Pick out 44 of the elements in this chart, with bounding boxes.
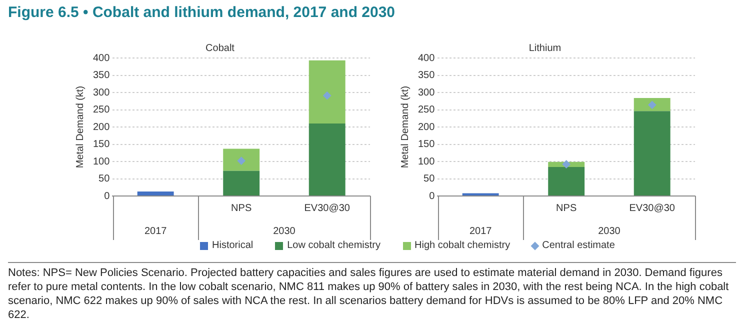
legend-label: Low cobalt chemistry — [287, 240, 380, 251]
bar — [137, 192, 174, 196]
legend-label: Central estimate — [542, 240, 615, 251]
legend-label: High cobalt chemistry — [414, 240, 510, 251]
text: Figure 6.5 • Cobalt and lithium demand, 2017 and 2030 — [8, 4, 396, 21]
y-tick-label: 350 — [92, 70, 110, 81]
y-tick-label: 50 — [98, 174, 110, 184]
y-tick-label: 200 — [418, 122, 436, 133]
y-tick-label: 150 — [418, 139, 436, 150]
legend-label: Historical — [212, 240, 254, 251]
text: 2030 — [273, 226, 296, 237]
y-tick-label: 50 — [424, 174, 436, 184]
text: 2030 — [598, 226, 621, 237]
x-tick-label: EV30@30 — [629, 202, 676, 214]
y-tick-label: 150 — [92, 139, 110, 150]
y-tick-label: 350 — [418, 70, 436, 81]
y-tick-label: 100 — [418, 156, 436, 168]
y-tick-label: 0 — [104, 190, 110, 202]
bar — [223, 148, 260, 171]
bar — [308, 124, 346, 196]
bar — [634, 111, 670, 196]
bar — [634, 98, 670, 112]
y-tick-label: 400 — [418, 52, 436, 64]
y-axis-title: Metal Demand (kt) — [400, 86, 411, 168]
text: Notes: NPS= New Policies Scenario. Projected battery capacities and sales figures are used to estimate material demand in 2030. Demand figures refer to pure metal contents. In the low cobalt scenario, NMC 811 makes up 90% of battery sales in 2030, with the rest being NCA. In the high cobalt scenario, NMC 622 makes up 90% of sales with NCA the rest. In all scenarios battery demand for HDVs is assumed to be 80% LFP and 20% NMC 622. — [8, 262, 736, 322]
chart-title: Cobalt — [206, 42, 235, 54]
x-tick-label: NPS — [231, 202, 252, 214]
x-tick-label: NPS — [556, 202, 577, 214]
bar — [223, 170, 260, 196]
y-tick-label: 0 — [429, 190, 436, 202]
text: 2017 — [144, 226, 168, 237]
y-tick-label: 250 — [92, 104, 110, 116]
y-axis-title: Metal Demand (kt) — [74, 86, 86, 168]
text: 2017 — [469, 226, 492, 237]
y-tick-label: 400 — [92, 52, 110, 64]
y-tick-label: 250 — [418, 104, 436, 116]
chart-title: Lithium — [528, 42, 562, 54]
y-tick-label: 100 — [92, 156, 110, 168]
x-tick-label: EV30@30 — [304, 202, 350, 214]
bar — [548, 167, 585, 196]
y-tick-label: 300 — [418, 87, 436, 98]
bar — [308, 60, 346, 124]
y-tick-label: 300 — [92, 87, 110, 98]
y-tick-label: 200 — [92, 122, 110, 133]
